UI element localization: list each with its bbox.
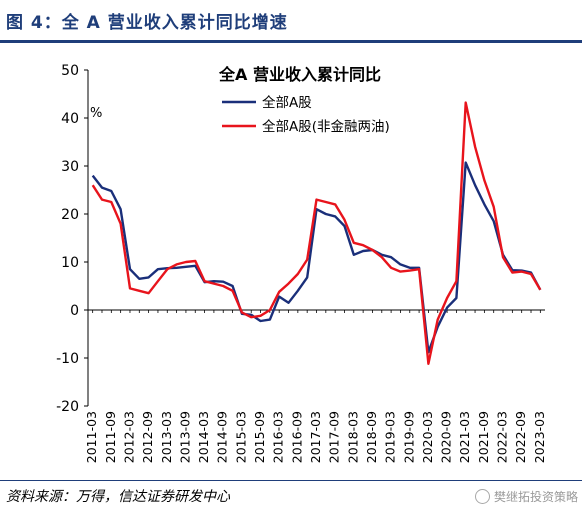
x-tick-label: 2013-09 (177, 411, 192, 463)
x-tick-label: 2019-03 (383, 411, 398, 463)
x-tick-label: 2017-09 (327, 411, 342, 463)
x-tick-label: 2022-09 (513, 411, 528, 463)
y-tick-label: 30 (61, 159, 79, 175)
x-tick-label: 2023-03 (532, 411, 547, 463)
figure-title: 图 4：全 A 营业收入累计同比增速 (6, 13, 288, 33)
x-tick-label: 2018-09 (364, 411, 379, 463)
x-tick-label: 2020-09 (439, 411, 454, 463)
source-divider (0, 480, 582, 481)
x-tick-label: 2015-09 (252, 411, 267, 463)
y-axis-ticks: -20 -10 0 10 20 30 40 50 (56, 63, 88, 415)
x-tick-label: 2020-03 (420, 411, 435, 463)
legend-label: 全部A股(非金融两油) (262, 118, 390, 135)
x-tick-label: 2011-03 (84, 411, 99, 463)
x-tick-label: 2021-03 (457, 411, 472, 463)
wechat-icon (474, 489, 490, 504)
x-tick-label: 2017-03 (308, 411, 323, 463)
x-tick-label: 2018-03 (345, 411, 360, 463)
source-note: 资料来源：万得，信达证券研发中心 (6, 489, 230, 505)
x-axis-ticks: 2011-03 2011-09 2012-03 2012-09 2013-03 2013-… (84, 310, 547, 463)
x-tick-label: 2012-09 (140, 411, 155, 463)
series-lines (91, 101, 542, 365)
x-tick-label: 2021-09 (476, 411, 491, 463)
x-tick-label: 2016-03 (271, 411, 286, 463)
watermark-text: 樊继拓投资策略 (493, 490, 578, 504)
x-tick-label: 2015-03 (233, 411, 248, 463)
y-tick-label: 20 (61, 207, 79, 223)
series-line-ex-financials (91, 101, 542, 365)
x-tick-label: 2014-03 (196, 411, 211, 463)
x-tick-label: 2012-03 (121, 411, 136, 463)
legend-label: 全部A股 (262, 94, 312, 111)
series-line-all-a (91, 161, 542, 354)
y-tick-label: 0 (70, 303, 79, 319)
x-tick-label: 2013-03 (159, 411, 174, 463)
x-tick-label: 2016-09 (289, 411, 304, 463)
x-tick-label: 2022-03 (495, 411, 510, 463)
x-tick-label: 2011-09 (103, 411, 118, 463)
y-tick-label: -20 (56, 399, 79, 415)
y-axis-unit: % (90, 106, 102, 121)
title-divider (0, 40, 582, 43)
x-tick-label: 2019-09 (401, 411, 416, 463)
chart-title: 全A 营业收入累计同比 (218, 65, 381, 84)
x-tick-label: 2014-09 (215, 411, 230, 463)
y-tick-label: 50 (61, 63, 79, 79)
y-tick-label: 40 (61, 111, 79, 127)
y-tick-label: -10 (56, 351, 79, 367)
y-tick-label: 10 (61, 255, 79, 271)
watermark: 樊继拓投资策略 (474, 488, 578, 505)
